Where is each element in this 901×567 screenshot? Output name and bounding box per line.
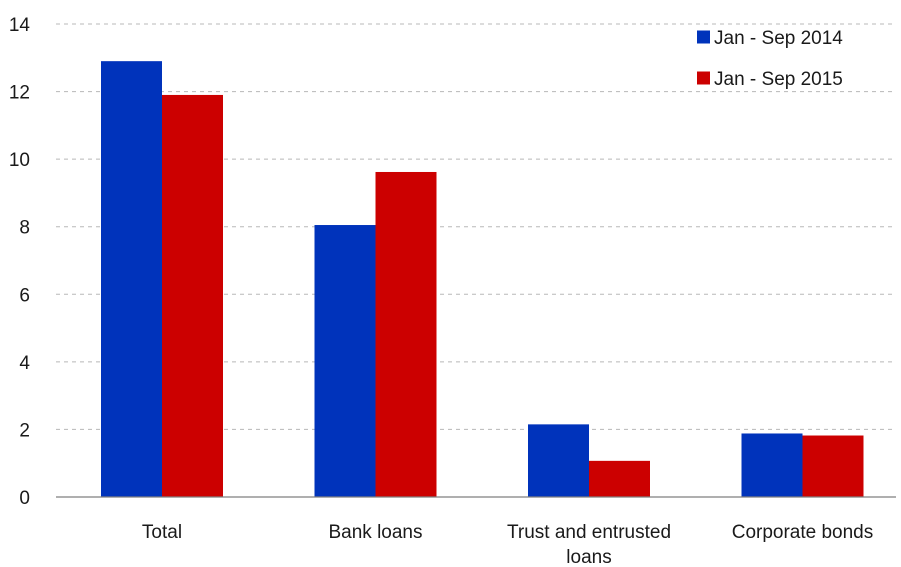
y-tick-label: 8 — [19, 218, 30, 239]
legend-swatch — [697, 71, 710, 85]
bar-trust-and-entrusted-loans-series-1 — [528, 424, 589, 497]
y-axis-ticks: 0 2 4 6 8 10 12 14 — [9, 15, 31, 509]
legend-swatch — [697, 30, 710, 44]
legend-label: Jan - Sep 2014 — [714, 28, 843, 49]
bar-bank-loans-series-2 — [375, 171, 437, 497]
bar-corporate-bonds-series-2 — [802, 435, 864, 497]
y-tick-label: 10 — [9, 150, 30, 171]
y-tick-label: 14 — [9, 15, 31, 36]
bars — [101, 61, 864, 498]
y-tick-label: 12 — [9, 83, 30, 104]
x-category-label: Trust and entrusted loans — [507, 522, 671, 567]
x-axis-labels: Total Bank loans Trust and entrusted loans C… — [142, 522, 873, 567]
y-tick-label: 6 — [19, 285, 30, 306]
x-category-label: Total — [142, 522, 182, 543]
bar-bank-loans-series-1 — [314, 225, 376, 497]
bar-total-series-2 — [162, 94, 223, 497]
x-category-label: Corporate bonds — [732, 522, 874, 543]
y-tick-label: 4 — [19, 353, 30, 374]
legend-label: Jan - Sep 2015 — [714, 69, 843, 90]
bar-trust-and-entrusted-loans-series-2 — [589, 460, 650, 497]
legend: Jan - Sep 2014 Jan - Sep 2015 — [697, 28, 843, 90]
bar-total-series-1 — [101, 61, 162, 498]
y-tick-label: 0 — [19, 488, 30, 509]
bar-corporate-bonds-series-1 — [741, 433, 803, 497]
x-category-label: Bank loans — [328, 522, 422, 543]
y-tick-label: 2 — [19, 420, 30, 441]
